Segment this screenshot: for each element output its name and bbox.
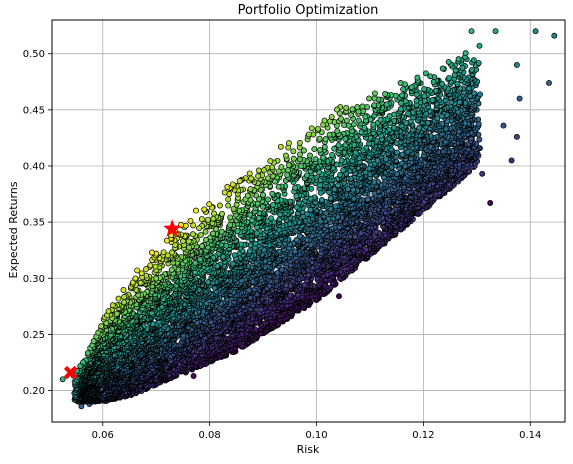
scatter-point [336,294,341,299]
scatter-point [509,158,514,163]
scatter-point [275,270,280,275]
scatter-point [372,180,377,185]
scatter-point [259,307,264,312]
scatter-point [488,200,493,205]
scatter-point [546,80,551,85]
chart-title: Portfolio Optimization [238,3,379,18]
scatter-points [60,29,557,409]
scatter-point [477,137,482,142]
scatter-point [372,234,377,239]
x-axis-label: Risk [297,443,320,456]
y-axis-label: Expected Returns [7,181,20,278]
scatter-point [191,373,196,378]
scatter-point [364,247,369,252]
scatter-point [501,123,506,128]
scatter-point [514,134,519,139]
scatter-point [318,219,323,224]
scatter-point [517,96,522,101]
scatter-point [480,171,485,176]
scatter-point [365,197,370,202]
